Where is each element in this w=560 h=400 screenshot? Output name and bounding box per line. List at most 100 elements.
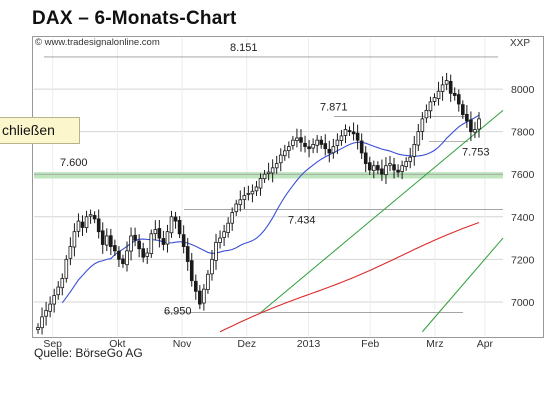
candle-body: [420, 118, 425, 132]
candle-body: [392, 164, 396, 171]
candle-body: [258, 178, 263, 189]
candle-body: [80, 221, 85, 228]
level-label: 6.950: [164, 306, 192, 318]
candle-body: [145, 252, 150, 257]
candle-body: [359, 140, 364, 154]
candle-body: [331, 146, 336, 154]
candle-body: [84, 216, 89, 229]
candle-body: [157, 228, 162, 239]
candle-body: [250, 190, 255, 195]
candle-body: [56, 286, 61, 296]
candle-body: [254, 186, 259, 192]
candle-body: [173, 216, 178, 222]
candle-body: [262, 173, 267, 180]
candle-body: [388, 163, 392, 166]
candle-body: [448, 81, 453, 94]
candle-body: [363, 152, 368, 164]
candle-body: [137, 240, 141, 250]
candle-body: [456, 94, 461, 105]
candle-body: [226, 222, 230, 233]
candle-body: [177, 220, 182, 235]
candle-body: [266, 171, 271, 174]
x-tick-label: 2013: [297, 338, 321, 350]
candle-body: [323, 143, 328, 150]
candle-body: [189, 260, 194, 282]
candle-body: [133, 234, 137, 241]
level-label: 7.434: [288, 215, 316, 227]
candle-body: [440, 84, 445, 92]
candle-body: [461, 104, 465, 116]
candle-body: [198, 290, 202, 305]
candle-body: [315, 139, 319, 146]
grid-lines: [34, 38, 503, 336]
candle-body: [408, 156, 413, 162]
candle-body: [40, 316, 44, 329]
candle-body: [307, 146, 311, 150]
candle-body: [210, 258, 214, 275]
candle-body: [327, 148, 332, 154]
y-tick-label: 7600: [511, 169, 535, 181]
level-label: 8.151: [230, 42, 258, 54]
candle-body: [444, 80, 449, 85]
candle-body: [319, 139, 324, 145]
y-axis-label: XXP: [510, 38, 530, 49]
candle-body: [100, 230, 105, 245]
candle-body: [303, 142, 307, 147]
candle-body: [238, 199, 243, 206]
candle-body: [96, 218, 101, 233]
candle-body: [218, 237, 222, 243]
candle-body: [193, 280, 198, 292]
ma-long-line: [219, 221, 480, 333]
candle-body: [125, 250, 129, 266]
candle-body: [274, 163, 279, 169]
candle-body: [169, 216, 174, 234]
candle-body: [469, 119, 473, 133]
x-tick-label: Okt: [109, 338, 125, 350]
candle-body: [270, 167, 275, 174]
candle-body: [72, 231, 77, 248]
candle-body: [202, 288, 206, 304]
moving-averages: [61, 114, 480, 333]
candle-body: [161, 238, 166, 245]
trend-line-upper: [260, 109, 504, 313]
candle-body: [129, 235, 133, 252]
x-tick-label: Sep: [43, 338, 62, 350]
candle-body: [380, 168, 384, 175]
candle-body: [88, 214, 93, 217]
candle-body: [52, 295, 56, 305]
candle-body: [287, 146, 291, 152]
candle-body: [432, 97, 437, 102]
candle-body: [242, 195, 247, 200]
candle-body: [48, 303, 52, 312]
close-tooltip[interactable]: chließen: [0, 117, 80, 144]
candle-body: [372, 165, 376, 172]
x-tick-label: Mrz: [426, 338, 444, 350]
candle-body: [436, 90, 441, 100]
y-tick-label: 8000: [511, 84, 535, 96]
y-tick-label: 7200: [511, 254, 535, 266]
axis-labels: 7000 7200 7400 7600 7800 8000 XXP Sep Okt Nov Dez 2…: [43, 38, 534, 350]
level-label: 7.871: [320, 102, 348, 114]
candle-body: [311, 144, 315, 149]
candle-body: [367, 162, 372, 171]
candle-body: [347, 130, 352, 133]
candle-body: [141, 248, 145, 258]
candle-body: [473, 129, 477, 133]
ma-short-line: [61, 114, 480, 304]
candle-body: [355, 132, 360, 141]
candle-body: [153, 229, 158, 235]
candle-body: [36, 327, 40, 331]
copyright-note: © www.tradesignalonline.com: [35, 37, 160, 48]
y-tick-label: 7800: [511, 127, 535, 139]
candle-body: [384, 165, 388, 176]
candle-body: [64, 258, 69, 279]
candle-body: [335, 139, 340, 146]
candle-body: [246, 192, 251, 195]
y-tick-label: 7000: [511, 297, 535, 309]
candle-body: [416, 131, 421, 146]
candle-body: [60, 278, 65, 289]
candle-body: [117, 250, 121, 260]
candle-body: [76, 220, 81, 232]
candle-body: [149, 233, 154, 255]
